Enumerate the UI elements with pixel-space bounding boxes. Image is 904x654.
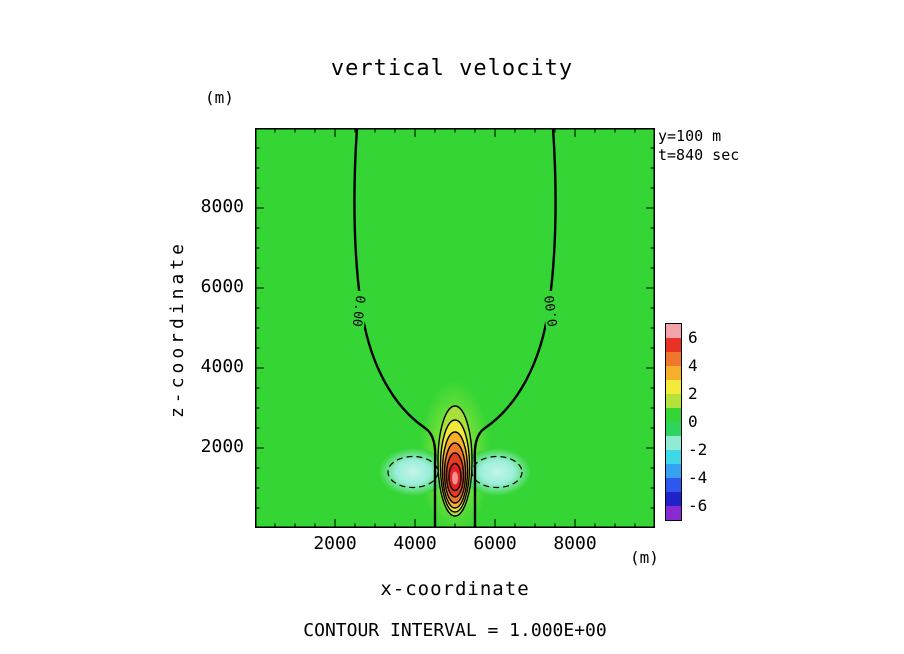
- downdraft-right: [463, 448, 531, 496]
- colorbar-tick-neg2: -2: [688, 440, 708, 459]
- colorbar-segment: [666, 478, 681, 492]
- contour-interval-caption: CONTOUR INTERVAL = 1.000E+00: [303, 620, 607, 641]
- x-tick-8000: 8000: [553, 533, 597, 554]
- colorbar-segment: [666, 394, 681, 408]
- plot-frame: [255, 128, 655, 528]
- contour-level-4: [443, 442, 467, 504]
- colorbar-segment: [666, 422, 681, 436]
- contour-plot: 0.00 0.00: [255, 128, 655, 528]
- colorbar-segment: [666, 436, 681, 450]
- y-tick-2000: 2000: [200, 436, 244, 457]
- colorbar-segment: [666, 408, 681, 422]
- y-tick-6000: 6000: [200, 276, 244, 297]
- y-axis-unit: (m): [205, 88, 234, 107]
- colorbar-tick-2: 2: [688, 384, 698, 403]
- colorbar-segment: [666, 352, 681, 366]
- colorbar: [665, 323, 682, 521]
- updraft-core: [452, 471, 458, 485]
- x-tick-6000: 6000: [473, 533, 517, 554]
- colorbar-segment: [666, 464, 681, 478]
- y-tick-4000: 4000: [200, 356, 244, 377]
- chart-title: vertical velocity: [330, 56, 574, 81]
- colorbar-segment: [666, 450, 681, 464]
- svg-text:0.00: 0.00: [349, 295, 368, 328]
- colorbar-tick-neg4: -4: [688, 468, 708, 487]
- colorbar-tick-6: 6: [688, 328, 698, 347]
- zero-contour-line-right: [473, 128, 557, 528]
- colorbar-tick-4: 4: [688, 356, 698, 375]
- svg-text:0.00: 0.00: [543, 295, 562, 328]
- x-tick-4000: 4000: [393, 533, 437, 554]
- colorbar-segment: [666, 380, 681, 394]
- colorbar-segment: [666, 506, 681, 520]
- colorbar-segment: [666, 366, 681, 380]
- colorbar-segment: [666, 492, 681, 506]
- colorbar-tick-neg6: -6: [688, 496, 708, 515]
- contour-label-right: 0.00: [541, 290, 563, 332]
- downdraft-left: [379, 448, 447, 496]
- contour-level-1: [437, 405, 473, 517]
- zero-contour-line-left: [353, 128, 437, 528]
- contour-level-5: [445, 452, 465, 498]
- x-axis-unit: (m): [630, 548, 659, 567]
- colorbar-tick-0: 0: [688, 412, 698, 431]
- y-axis-title: z-coordinate: [167, 239, 188, 419]
- annotation-time: t=840 sec: [658, 146, 740, 164]
- x-axis-title: x-coordinate: [380, 578, 530, 600]
- contour-level-2: [439, 419, 471, 513]
- x-tick-2000: 2000: [313, 533, 357, 554]
- contour-label-left: 0.00: [347, 290, 369, 332]
- annotation-y-slice: y=100 m: [658, 127, 722, 145]
- colorbar-segment: [666, 338, 681, 352]
- contour-level-6: [448, 462, 462, 492]
- contour-level-3: [441, 431, 469, 509]
- colorbar-segment: [666, 324, 681, 338]
- y-tick-8000: 8000: [200, 196, 244, 217]
